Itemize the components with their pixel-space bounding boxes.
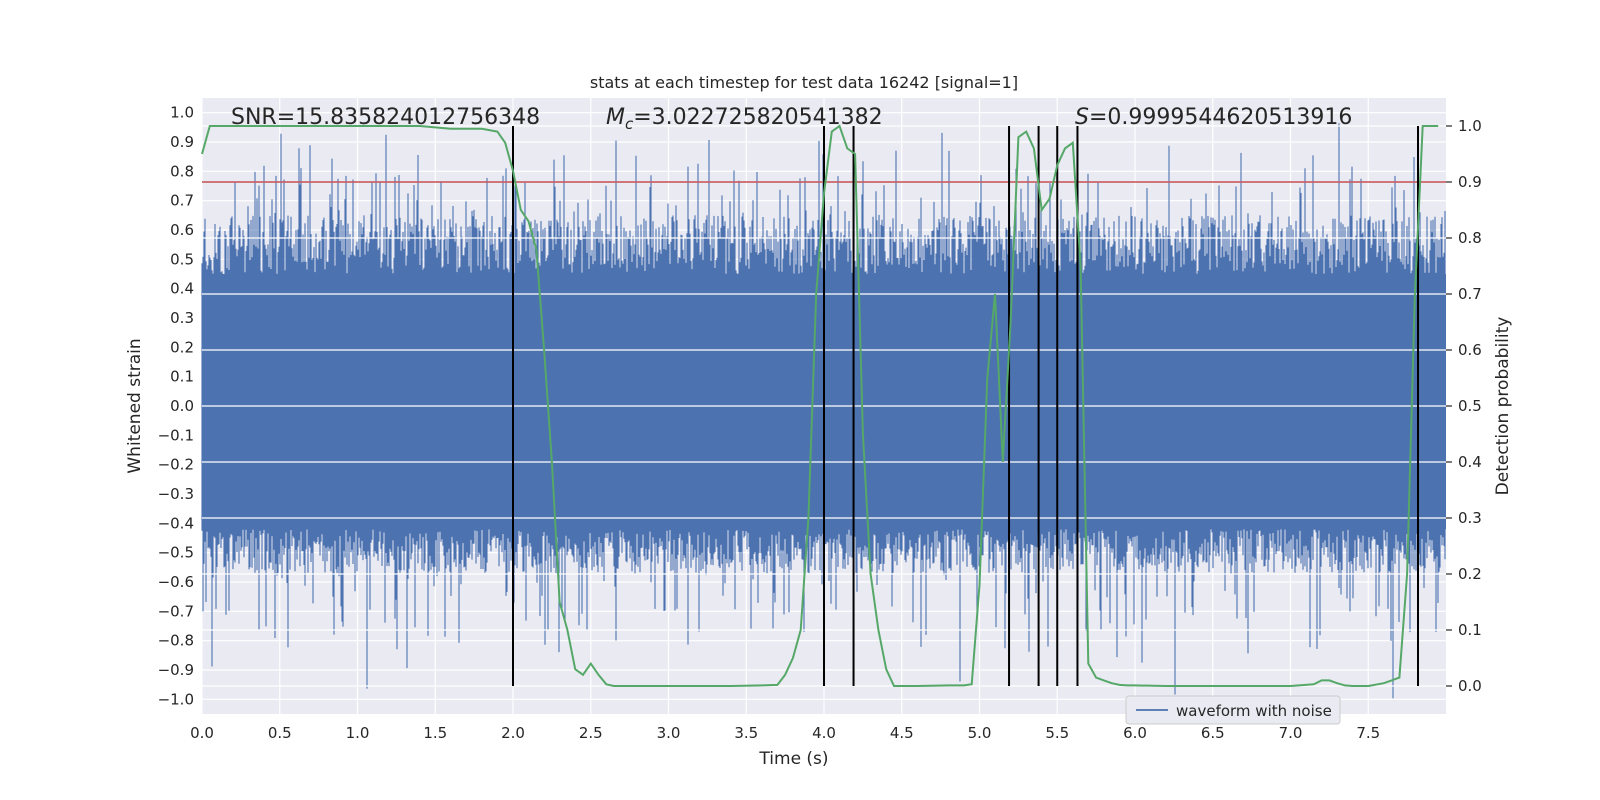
statistic-annotation: S=0.9999544620513916	[1075, 105, 1352, 130]
y-right-tick-label: 0.6	[1458, 341, 1482, 359]
statistic-value: =0.9999544620513916	[1089, 105, 1352, 130]
y-tick-label: 1.0	[170, 104, 194, 122]
y-axis-left-ticks: −1.0 −0.9 −0.8 −0.7 −0.6 −0.5 −0.4 −0.3 −0.2 −0.1…	[158, 104, 194, 709]
y-tick-label: 0.7	[170, 192, 194, 210]
y-tick-label: −1.0	[158, 690, 194, 708]
y-tick-label: 0.4	[170, 280, 194, 298]
x-tick-label: 0.0	[190, 724, 214, 742]
statistic-symbol: S	[1075, 105, 1089, 130]
x-tick-label: 4.0	[812, 724, 836, 742]
y-right-tick-label: 0.9	[1458, 173, 1482, 191]
y-right-tick-label: 1.0	[1458, 117, 1482, 135]
y-tick-label: 0.8	[170, 162, 194, 180]
y-axis-right-ticks: 0.0 0.1 0.2 0.3 0.4 0.5 0.6 0.7 0.8 0.9 1.0	[1446, 117, 1482, 695]
x-tick-label: 6.5	[1201, 724, 1225, 742]
y-tick-label: 0.1	[170, 368, 194, 386]
y-axis-right-label: Detection probability	[1493, 317, 1513, 496]
y-tick-label: −0.5	[158, 544, 194, 562]
x-tick-label: 7.0	[1279, 724, 1303, 742]
x-tick-label: 2.0	[501, 724, 525, 742]
y-tick-label: −0.6	[158, 573, 194, 591]
y-tick-label: 0.3	[170, 309, 194, 327]
x-tick-label: 0.5	[268, 724, 292, 742]
y-right-tick-label: 0.8	[1458, 229, 1482, 247]
chirp-mass-annotation: Mc=3.022725820541382	[606, 105, 883, 133]
y-tick-label: −0.3	[158, 485, 194, 503]
legend: waveform with noise	[1125, 695, 1341, 725]
x-tick-label: 1.5	[423, 724, 447, 742]
y-tick-label: 0.5	[170, 250, 194, 268]
x-tick-label: 4.5	[890, 724, 914, 742]
x-tick-label: 3.5	[734, 724, 758, 742]
y-tick-label: 0.6	[170, 221, 194, 239]
snr-annotation: SNR=15.835824012756348	[231, 105, 540, 130]
y-right-tick-label: 0.0	[1458, 677, 1482, 695]
x-tick-label: 5.0	[968, 724, 992, 742]
y-tick-label: 0.9	[170, 133, 194, 151]
x-tick-label: 2.5	[579, 724, 603, 742]
chart-title: stats at each timestep for test data 162…	[590, 73, 1018, 92]
legend-label-waveform: waveform with noise	[1176, 702, 1332, 720]
x-axis-ticks: 0.0 0.5 1.0 1.5 2.0 2.5 3.0 3.5 4.0 4.5 5.0 5.5 6.0 6…	[190, 724, 1380, 742]
y-tick-label: −0.8	[158, 632, 194, 650]
y-axis-left-label: Whitened strain	[125, 338, 145, 473]
y-tick-label: −0.1	[158, 426, 194, 444]
chirp-mass-symbol: M	[606, 105, 625, 130]
x-tick-label: 3.0	[657, 724, 681, 742]
y-right-tick-label: 0.2	[1458, 565, 1482, 583]
x-tick-label: 7.5	[1356, 724, 1380, 742]
detection-probability-series	[201, 124, 1439, 687]
x-tick-label: 1.0	[346, 724, 370, 742]
y-right-tick-label: 0.1	[1458, 621, 1482, 639]
legend-box	[1125, 695, 1341, 725]
x-tick-label: 5.5	[1045, 724, 1069, 742]
waveform-line	[201, 123, 1446, 699]
y-right-tick-label: 0.4	[1458, 453, 1482, 471]
y-tick-label: 0.2	[170, 338, 194, 356]
x-tick-label: 6.0	[1123, 724, 1147, 742]
y-tick-label: 0.0	[170, 397, 194, 415]
y-right-tick-label: 0.3	[1458, 509, 1482, 527]
y-tick-label: −0.2	[158, 456, 194, 474]
y-right-tick-label: 0.7	[1458, 285, 1482, 303]
y-tick-label: −0.4	[158, 514, 194, 532]
y-tick-label: −0.7	[158, 602, 194, 620]
probability-line	[201, 124, 1439, 687]
chirp-mass-value: =3.022725820541382	[633, 105, 882, 130]
chirp-mass-subscript: c	[625, 115, 634, 133]
y-tick-label: −0.9	[158, 661, 194, 679]
y-right-tick-label: 0.5	[1458, 397, 1482, 415]
x-axis-label: Time (s)	[758, 749, 828, 769]
